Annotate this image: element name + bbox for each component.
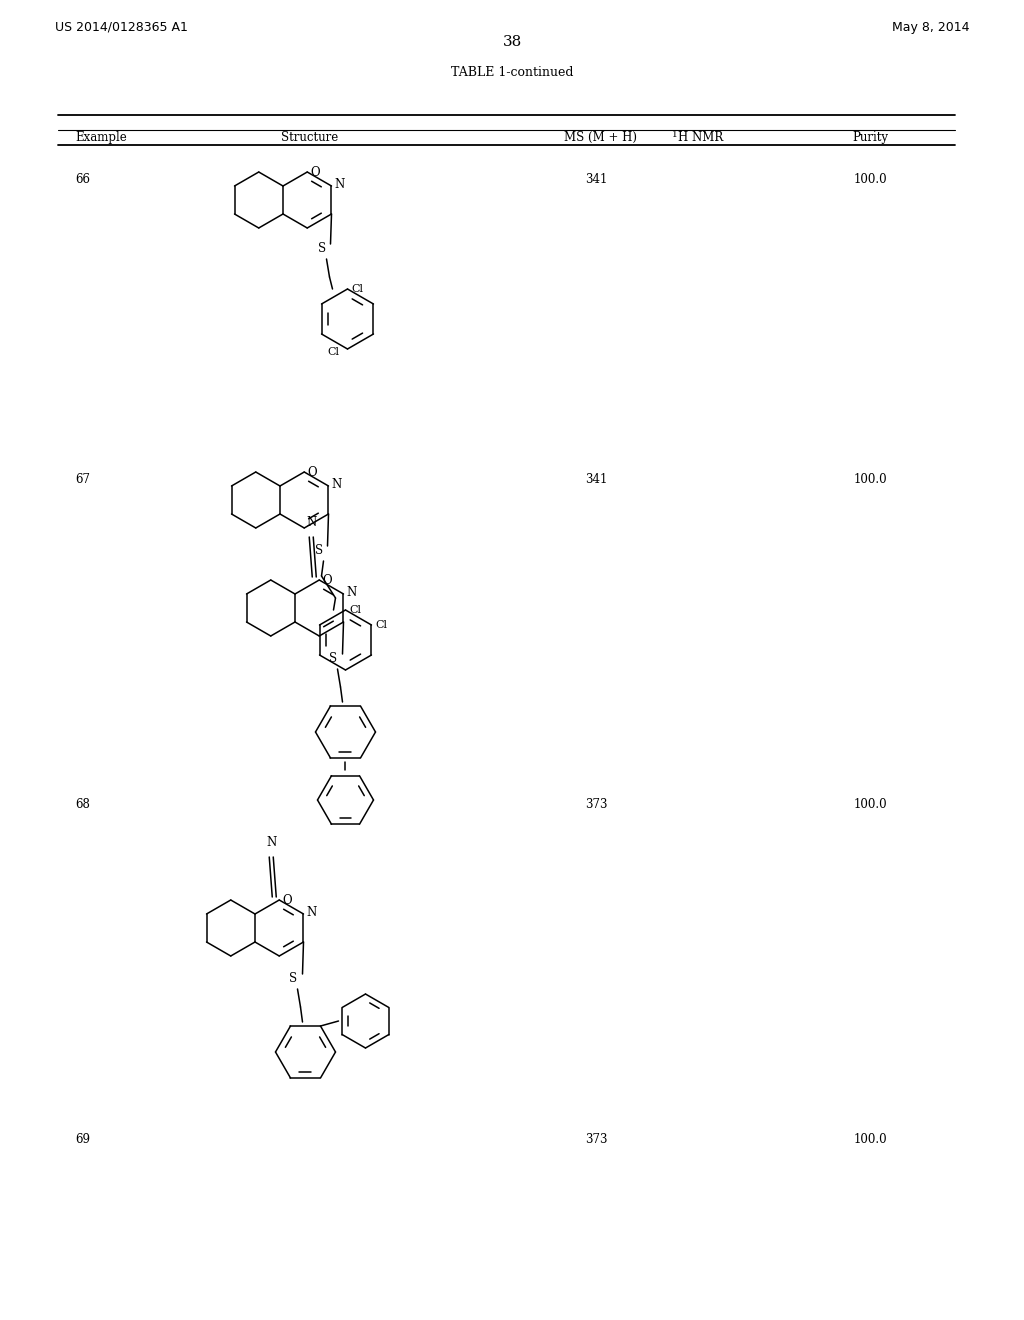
Text: N: N bbox=[306, 516, 316, 529]
Text: Cl: Cl bbox=[376, 620, 387, 630]
Text: S: S bbox=[315, 544, 324, 557]
Text: O: O bbox=[310, 165, 319, 178]
Text: 100.0: 100.0 bbox=[853, 173, 887, 186]
Text: Example: Example bbox=[75, 131, 127, 144]
Text: MS (M + H): MS (M + H) bbox=[563, 131, 637, 144]
Text: S: S bbox=[330, 652, 338, 665]
Text: N: N bbox=[332, 478, 342, 491]
Text: 100.0: 100.0 bbox=[853, 1133, 887, 1146]
Text: 66: 66 bbox=[75, 173, 90, 186]
Text: 69: 69 bbox=[75, 1133, 90, 1146]
Text: May 8, 2014: May 8, 2014 bbox=[892, 21, 969, 33]
Text: S: S bbox=[318, 243, 327, 256]
Text: 100.0: 100.0 bbox=[853, 799, 887, 810]
Text: TABLE 1-continued: TABLE 1-continued bbox=[451, 66, 573, 78]
Text: O: O bbox=[283, 894, 292, 907]
Text: S: S bbox=[290, 973, 298, 986]
Text: 68: 68 bbox=[75, 799, 90, 810]
Text: 100.0: 100.0 bbox=[853, 473, 887, 486]
Text: Purity: Purity bbox=[852, 131, 888, 144]
Text: 373: 373 bbox=[585, 1133, 607, 1146]
Text: 341: 341 bbox=[585, 173, 607, 186]
Text: H NMR: H NMR bbox=[678, 131, 723, 144]
Text: N: N bbox=[266, 836, 276, 849]
Text: 341: 341 bbox=[585, 473, 607, 486]
Text: Cl: Cl bbox=[328, 347, 340, 356]
Text: Cl: Cl bbox=[351, 284, 364, 294]
Text: O: O bbox=[307, 466, 316, 479]
Text: N: N bbox=[346, 586, 356, 598]
Text: O: O bbox=[323, 573, 332, 586]
Text: 1: 1 bbox=[672, 129, 678, 139]
Text: Structure: Structure bbox=[282, 131, 339, 144]
Text: 38: 38 bbox=[503, 36, 521, 49]
Text: N: N bbox=[335, 177, 345, 190]
Text: US 2014/0128365 A1: US 2014/0128365 A1 bbox=[55, 21, 187, 33]
Text: 67: 67 bbox=[75, 473, 90, 486]
Text: Cl: Cl bbox=[349, 605, 361, 615]
Text: 373: 373 bbox=[585, 799, 607, 810]
Text: N: N bbox=[306, 906, 316, 919]
